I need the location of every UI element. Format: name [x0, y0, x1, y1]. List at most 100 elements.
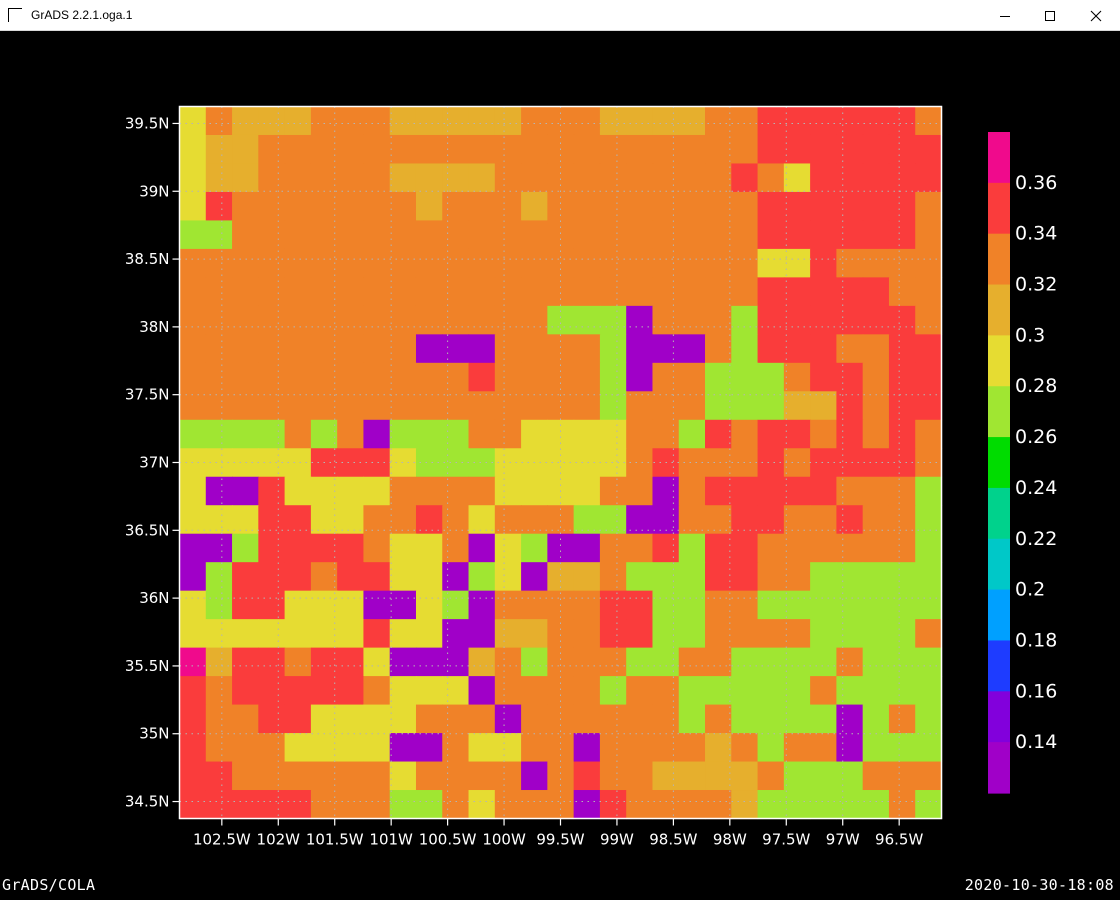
title-bar: GrADS 2.2.1.oga.1	[0, 0, 1120, 31]
heatmap-cell	[363, 476, 391, 506]
heatmap-cell	[547, 562, 575, 592]
heatmap-cell	[363, 106, 391, 136]
heatmap-cell	[284, 790, 312, 820]
heatmap-cell	[205, 704, 233, 734]
heatmap-cell	[494, 191, 522, 222]
heatmap-cell	[599, 220, 627, 250]
heatmap-cell	[468, 733, 496, 763]
heatmap-cell	[258, 334, 286, 364]
heatmap-cell	[494, 590, 522, 620]
heatmap-cell	[862, 476, 890, 506]
heatmap-cell	[599, 533, 627, 563]
heatmap-cell	[599, 362, 627, 392]
heatmap-cell	[468, 562, 496, 592]
heatmap-cell	[731, 733, 759, 763]
heatmap-cell	[888, 562, 916, 592]
heatmap-cell	[573, 476, 601, 506]
heatmap-cell	[521, 163, 548, 193]
heatmap-cell	[468, 334, 496, 364]
heatmap-cell	[626, 362, 654, 392]
heatmap-cell	[205, 619, 233, 649]
heatmap-cell	[415, 305, 443, 335]
heatmap-cell	[573, 277, 601, 307]
heatmap-cell	[179, 733, 207, 763]
heatmap-cell	[442, 191, 470, 222]
heatmap-cell	[284, 277, 312, 307]
heatmap-cell	[363, 391, 391, 421]
heatmap-cell	[179, 334, 207, 364]
heatmap-cell	[521, 676, 548, 706]
heatmap-cell	[232, 248, 259, 278]
heatmap-cell	[258, 590, 286, 620]
heatmap-cell	[757, 761, 785, 791]
heatmap-cell	[836, 647, 864, 677]
heatmap-cell	[783, 220, 811, 250]
maximize-button[interactable]	[1027, 0, 1073, 31]
heatmap-cell	[731, 191, 759, 222]
heatmap-cell	[836, 163, 864, 193]
heatmap-cell	[652, 163, 680, 193]
heatmap-cell	[836, 106, 864, 136]
heatmap-cell	[783, 163, 811, 193]
heatmap-cell	[284, 163, 312, 193]
heatmap-cell	[258, 533, 286, 563]
colorbar-label: 0.34	[1015, 223, 1057, 245]
heatmap-cell	[836, 790, 864, 820]
minimize-button[interactable]	[982, 0, 1028, 31]
heatmap-cell	[573, 505, 601, 535]
heatmap-cell	[757, 248, 785, 278]
heatmap-cell	[258, 562, 286, 592]
heatmap-cell	[705, 790, 732, 820]
heatmap-cell	[757, 305, 785, 335]
heatmap-cell	[705, 191, 732, 222]
heatmap-cell	[731, 248, 759, 278]
heatmap-cell	[757, 134, 785, 165]
heatmap-cell	[258, 362, 286, 392]
heatmap-cell	[915, 191, 943, 222]
heatmap-cell	[389, 419, 417, 449]
heatmap-cell	[547, 647, 575, 677]
heatmap-cell	[888, 733, 916, 763]
heatmap-cell	[468, 163, 496, 193]
heatmap-cell	[232, 704, 259, 734]
heatmap-cell	[494, 448, 522, 478]
heatmap-cell	[573, 362, 601, 392]
heatmap-cell	[389, 134, 417, 165]
heatmap-cell	[626, 220, 654, 250]
heatmap-cell	[705, 305, 732, 335]
close-button[interactable]	[1073, 0, 1119, 31]
heatmap-cell	[731, 220, 759, 250]
heatmap-cell	[284, 220, 312, 250]
heatmap-cell	[705, 220, 732, 250]
heatmap-cell	[836, 562, 864, 592]
heatmap-cell	[363, 590, 391, 620]
heatmap-cell	[862, 647, 890, 677]
heatmap-cell	[888, 505, 916, 535]
heatmap-cell	[810, 220, 837, 250]
heatmap-cell	[915, 590, 943, 620]
heatmap-cell	[547, 277, 575, 307]
heatmap-cell	[284, 619, 312, 649]
heatmap-cell	[310, 305, 338, 335]
heatmap-cell	[284, 362, 312, 392]
heatmap-cell	[731, 505, 759, 535]
heatmap-cell	[810, 277, 837, 307]
heatmap-cell	[547, 419, 575, 449]
heatmap-cell	[731, 305, 759, 335]
colorbar-label: 0.24	[1015, 477, 1057, 499]
heatmap-cell	[205, 676, 233, 706]
heatmap-cell	[705, 619, 732, 649]
heatmap-cell	[599, 448, 627, 478]
colorbar	[988, 132, 1010, 794]
heatmap-cell	[205, 362, 233, 392]
heatmap-cell	[810, 163, 837, 193]
heatmap-cell	[678, 134, 706, 165]
heatmap-cell	[652, 533, 680, 563]
heatmap-cell	[310, 704, 338, 734]
heatmap-cell	[389, 562, 417, 592]
y-tick-label: 39.5N	[125, 114, 170, 132]
heatmap-cell	[573, 562, 601, 592]
heatmap-cell	[599, 419, 627, 449]
heatmap-cell	[179, 220, 207, 250]
heatmap-cell	[915, 163, 943, 193]
